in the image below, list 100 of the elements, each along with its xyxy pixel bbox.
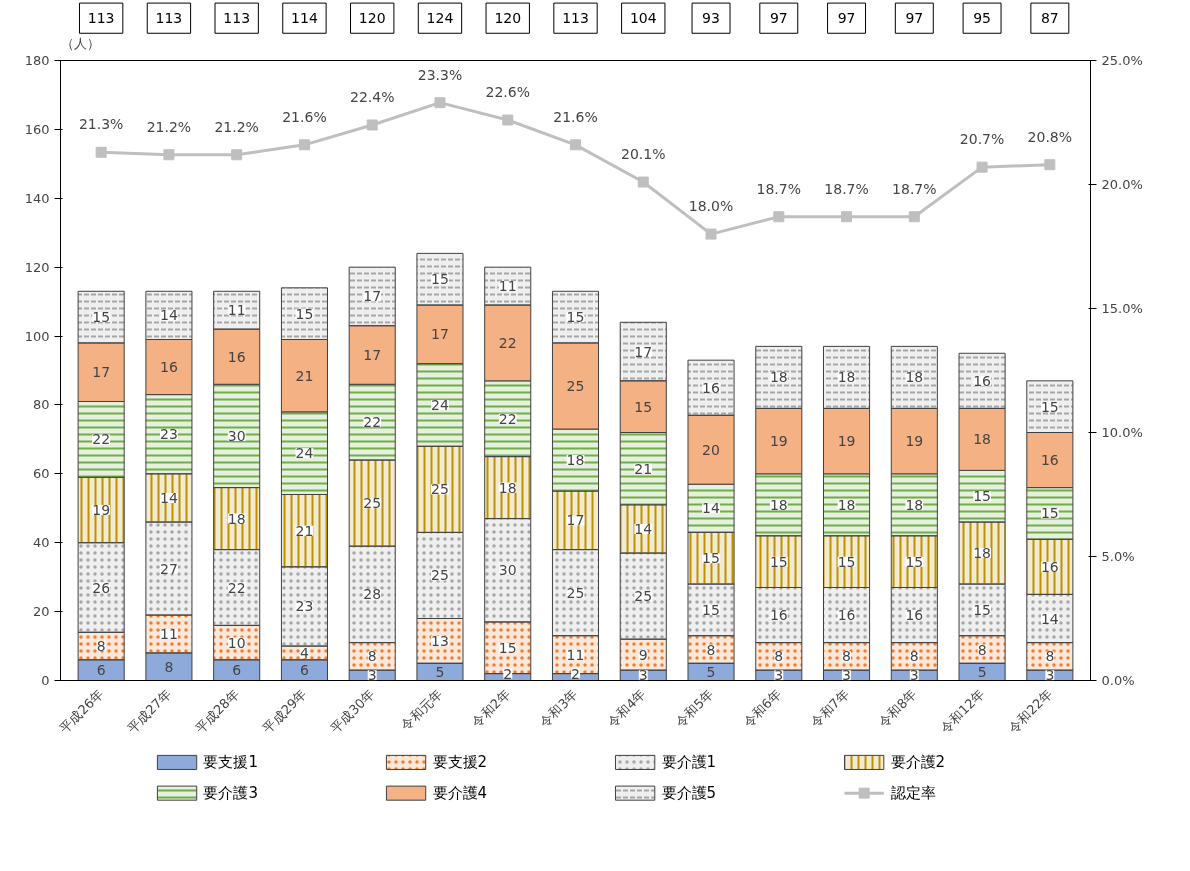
data-label: 16 bbox=[702, 379, 721, 396]
data-label: 19 bbox=[769, 433, 788, 450]
data-label: 3 bbox=[774, 667, 784, 684]
y-tick-label: 160 bbox=[24, 121, 50, 137]
data-label: 19 bbox=[837, 433, 856, 450]
data-label: 18 bbox=[973, 545, 991, 562]
y2-tick-label: 10.0% bbox=[1101, 425, 1143, 440]
point bbox=[502, 114, 514, 126]
x-tick-label: 令和5年 bbox=[672, 686, 717, 731]
text: 97 bbox=[769, 10, 788, 27]
data-label: 17 bbox=[363, 288, 382, 305]
data-label: 4 bbox=[299, 644, 309, 661]
text: 113 bbox=[87, 10, 115, 27]
y-tick-label: 0 bbox=[41, 673, 50, 688]
data-label: 21 bbox=[634, 460, 653, 477]
data-label: 21 bbox=[295, 367, 314, 384]
data-label: 18.7% bbox=[824, 180, 869, 197]
data-label: 10 bbox=[227, 634, 246, 651]
data-label: 14 bbox=[634, 520, 653, 537]
x-tick-label: 平成26年 bbox=[56, 686, 107, 737]
data-label: 9 bbox=[638, 646, 648, 663]
data-label: 19 bbox=[92, 502, 111, 518]
data-label: 21.6% bbox=[553, 108, 598, 125]
legend-label: 認定率 bbox=[890, 784, 936, 803]
data-label: 15 bbox=[769, 553, 788, 570]
data-label: 15 bbox=[702, 601, 720, 618]
point bbox=[1044, 159, 1056, 171]
y2-tick-label: 25.0% bbox=[1101, 53, 1143, 68]
point bbox=[841, 211, 853, 223]
data-label: 18 bbox=[905, 496, 924, 513]
data-label: 24 bbox=[431, 396, 449, 413]
data-label: 5 bbox=[706, 663, 716, 680]
x-tick-label: 令和8年 bbox=[875, 686, 920, 731]
data-label: 25 bbox=[363, 495, 382, 512]
text: 97 bbox=[837, 10, 856, 27]
data-label: 28 bbox=[363, 586, 382, 603]
data-label: 16 bbox=[1040, 558, 1059, 575]
point bbox=[908, 211, 920, 223]
data-label: 11 bbox=[566, 646, 585, 663]
y2-tick-label: 0.0% bbox=[1101, 673, 1135, 688]
y-tick-label: 80 bbox=[32, 397, 50, 413]
data-label: 18.7% bbox=[756, 180, 802, 197]
data-label: 14 bbox=[1040, 610, 1059, 627]
data-label: 25 bbox=[431, 567, 449, 584]
data-label: 15 bbox=[973, 488, 991, 505]
point bbox=[434, 97, 446, 109]
data-label: 13 bbox=[431, 632, 449, 649]
data-label: 18 bbox=[837, 496, 856, 513]
data-label: 3 bbox=[367, 667, 377, 684]
legend-label: 要介護5 bbox=[661, 784, 717, 803]
data-label: 16 bbox=[160, 359, 178, 376]
text: 93 bbox=[702, 10, 720, 27]
data-label: 15 bbox=[837, 553, 856, 570]
text: 120 bbox=[358, 10, 386, 27]
point bbox=[570, 139, 581, 151]
y-tick-label: 120 bbox=[24, 259, 50, 275]
data-label: 15 bbox=[1040, 505, 1059, 522]
data-label: 15 bbox=[431, 271, 449, 288]
data-label: 18 bbox=[769, 496, 788, 513]
data-label: 25 bbox=[566, 584, 585, 601]
x-tick-label: 令和元年 bbox=[397, 686, 446, 734]
data-label: 25 bbox=[431, 481, 449, 498]
data-label: 8 bbox=[977, 641, 987, 658]
x-tick-label: 令和4年 bbox=[604, 686, 649, 731]
y-tick-label: 40 bbox=[32, 535, 50, 551]
data-label: 8 bbox=[706, 641, 716, 658]
data-label: 17 bbox=[566, 512, 585, 529]
data-label: 18 bbox=[566, 452, 585, 469]
data-label: 8 bbox=[96, 638, 106, 655]
legend-label: 要介護2 bbox=[890, 753, 946, 772]
data-label: 21.6% bbox=[282, 108, 327, 125]
data-label: 8 bbox=[774, 648, 784, 665]
x-tick-label: 平成30年 bbox=[327, 686, 378, 737]
data-label: 21 bbox=[295, 522, 314, 539]
text: 104 bbox=[629, 10, 657, 27]
data-label: 21.3% bbox=[78, 116, 124, 133]
data-label: 15 bbox=[566, 309, 585, 326]
legend-label: 要支援2 bbox=[432, 753, 488, 772]
data-label: 18 bbox=[905, 369, 924, 386]
data-label: 20.7% bbox=[959, 131, 1005, 148]
y-tick-label: 20 bbox=[32, 604, 50, 620]
data-label: 15 bbox=[634, 398, 653, 415]
data-label: 2 bbox=[503, 665, 513, 682]
x-tick-label: 令和6年 bbox=[740, 686, 785, 731]
data-label: 18 bbox=[837, 369, 856, 386]
data-label: 16 bbox=[973, 372, 992, 389]
text: 120 bbox=[494, 10, 522, 27]
data-label: 25 bbox=[566, 378, 585, 394]
data-label: 6 bbox=[232, 662, 242, 679]
x-tick-label: 平成29年 bbox=[259, 686, 310, 737]
data-label: 22 bbox=[92, 431, 111, 448]
data-label: 23 bbox=[295, 598, 314, 615]
data-label: 19 bbox=[905, 433, 924, 450]
data-label: 15 bbox=[702, 550, 720, 567]
point bbox=[637, 176, 649, 188]
data-label: 3 bbox=[909, 667, 919, 684]
x-tick-label: 平成28年 bbox=[192, 686, 242, 737]
legend-label: 要介護1 bbox=[661, 753, 717, 772]
data-label: 8 bbox=[164, 658, 174, 675]
x-tick-label: 令和12年 bbox=[937, 686, 988, 737]
